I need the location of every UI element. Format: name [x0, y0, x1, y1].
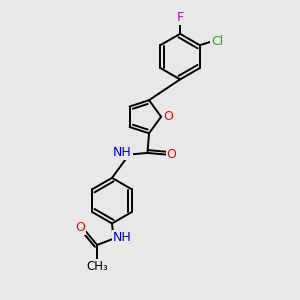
Text: F: F: [176, 11, 184, 23]
Text: NH: NH: [113, 146, 131, 159]
Text: Cl: Cl: [211, 35, 224, 48]
Text: O: O: [75, 221, 85, 234]
Text: NH: NH: [113, 231, 132, 244]
Text: O: O: [167, 148, 176, 161]
Text: O: O: [163, 110, 173, 123]
Text: CH₃: CH₃: [86, 260, 108, 273]
